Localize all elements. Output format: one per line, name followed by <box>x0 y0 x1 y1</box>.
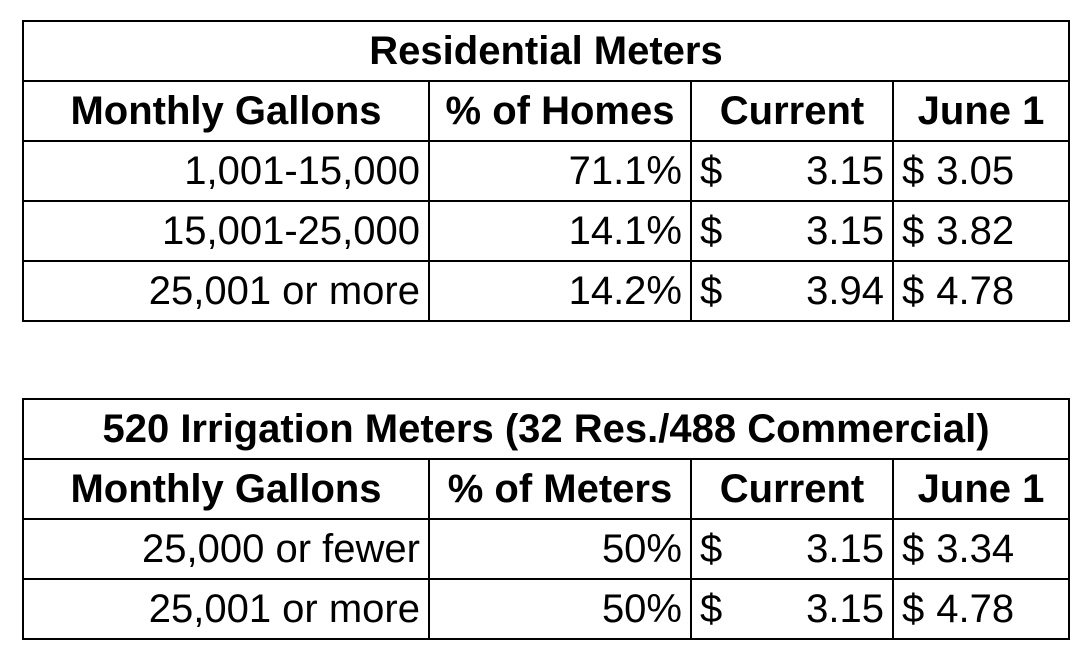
table-title: 520 Irrigation Meters (32 Res./488 Comme… <box>22 398 1070 460</box>
june-rate: 4.78 <box>936 586 1015 631</box>
current-rate: 3.15 <box>806 526 884 571</box>
june-rate-cell: $3.34 <box>892 518 1070 580</box>
percent-cell: 14.1% <box>428 200 692 262</box>
residential-meters-table: Residential Meters Monthly Gallons % of … <box>21 20 1071 322</box>
june-rate: 3.82 <box>936 208 1015 253</box>
june-rate: 3.05 <box>936 148 1015 193</box>
header-row: Monthly Gallons % of Homes Current June … <box>22 80 1071 142</box>
table-row: 25,000 or fewer 50% $3.15 $3.34 <box>22 518 1070 580</box>
currency-symbol: $ <box>902 268 925 313</box>
table-title-row: Residential Meters <box>21 20 1071 82</box>
currency-symbol: $ <box>902 208 925 253</box>
june-rate: 3.34 <box>936 526 1015 571</box>
table-title: Residential Meters <box>21 20 1071 82</box>
current-rate-cell: $3.94 <box>690 260 894 322</box>
june-rate: 4.78 <box>936 268 1015 313</box>
current-rate: 3.15 <box>806 586 884 631</box>
june-rate-cell: $4.78 <box>891 260 1071 322</box>
column-header-monthly-gallons: Monthly Gallons <box>22 80 430 142</box>
currency-symbol: $ <box>700 148 723 193</box>
table-row: 25,001 or more 14.2% $3.94 $4.78 <box>22 260 1071 322</box>
gallons-cell: 15,001-25,000 <box>22 200 430 262</box>
irrigation-meters-table: 520 Irrigation Meters (32 Res./488 Comme… <box>22 398 1070 640</box>
currency-symbol: $ <box>700 526 723 571</box>
gallons-cell: 25,001 or more <box>22 578 430 640</box>
column-header-june-1: June 1 <box>891 80 1071 142</box>
currency-symbol: $ <box>700 268 723 313</box>
table-row: 25,001 or more 50% $3.15 $4.78 <box>22 578 1070 640</box>
header-row: Monthly Gallons % of Meters Current June… <box>22 458 1070 520</box>
column-header-current: Current <box>690 458 894 520</box>
june-rate-cell: $3.05 <box>891 140 1071 202</box>
currency-symbol: $ <box>902 526 925 571</box>
percent-cell: 71.1% <box>428 140 692 202</box>
currency-symbol: $ <box>700 586 723 631</box>
table-title-row: 520 Irrigation Meters (32 Res./488 Comme… <box>22 398 1070 460</box>
current-rate-cell: $3.15 <box>690 140 894 202</box>
column-header-percent-meters: % of Meters <box>428 458 692 520</box>
current-rate-cell: $3.15 <box>690 518 894 580</box>
june-rate-cell: $4.78 <box>892 578 1070 640</box>
gallons-cell: 25,001 or more <box>22 260 430 322</box>
column-header-current: Current <box>690 80 894 142</box>
percent-cell: 50% <box>428 578 692 640</box>
current-rate: 3.15 <box>806 208 884 253</box>
percent-cell: 50% <box>428 518 692 580</box>
table-row: 15,001-25,000 14.1% $3.15 $3.82 <box>22 200 1071 262</box>
column-header-percent-homes: % of Homes <box>428 80 692 142</box>
currency-symbol: $ <box>700 208 723 253</box>
current-rate-cell: $3.15 <box>690 200 894 262</box>
current-rate-cell: $3.15 <box>690 578 894 640</box>
percent-cell: 14.2% <box>428 260 692 322</box>
column-header-monthly-gallons: Monthly Gallons <box>22 458 430 520</box>
gallons-cell: 25,000 or fewer <box>22 518 430 580</box>
current-rate: 3.15 <box>806 148 884 193</box>
currency-symbol: $ <box>902 586 925 631</box>
current-rate: 3.94 <box>806 268 884 313</box>
gallons-cell: 1,001-15,000 <box>22 140 430 202</box>
table-row: 1,001-15,000 71.1% $3.15 $3.05 <box>22 140 1071 202</box>
june-rate-cell: $3.82 <box>891 200 1071 262</box>
column-header-june-1: June 1 <box>892 458 1070 520</box>
currency-symbol: $ <box>902 148 925 193</box>
